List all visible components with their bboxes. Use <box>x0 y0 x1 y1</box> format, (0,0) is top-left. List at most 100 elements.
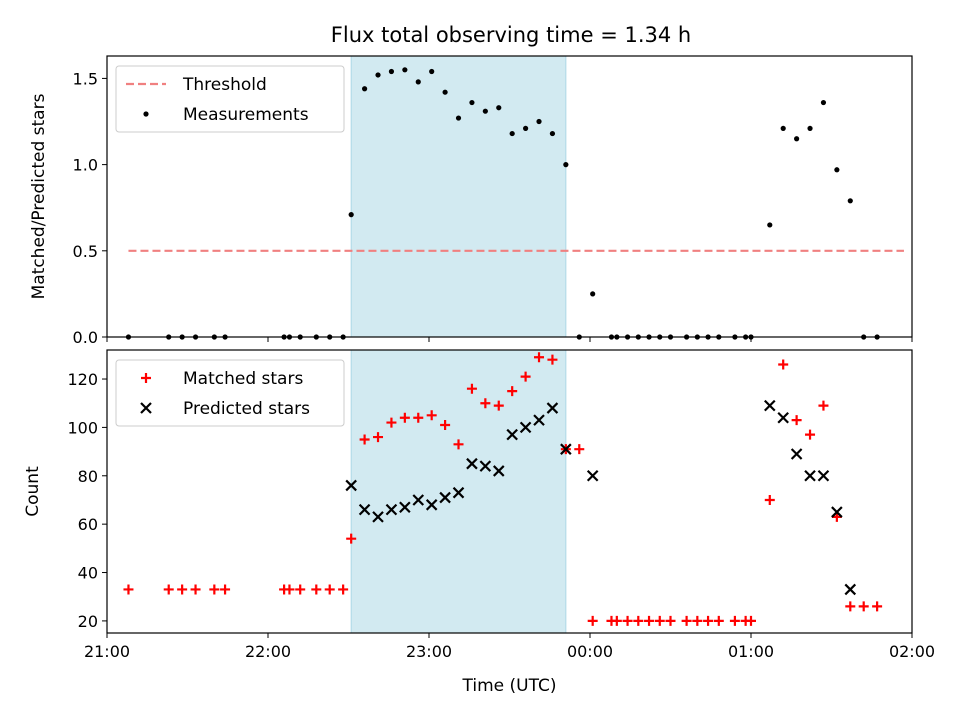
legend-box <box>115 65 345 133</box>
matched-star-point <box>284 584 295 595</box>
measurement-point <box>834 167 840 173</box>
measurement-point <box>807 125 813 132</box>
matched-star-point <box>764 494 775 505</box>
matched-star-point <box>574 444 585 455</box>
matched-star-point <box>123 584 134 595</box>
matched-star-point <box>413 412 424 423</box>
y-tick-label: 0.5 <box>73 242 98 261</box>
predicted-star-point <box>358 503 371 516</box>
predicted-star-point <box>372 511 384 523</box>
matched-star-point <box>466 383 477 394</box>
legend-entry-label: Measurements <box>183 105 309 125</box>
measurement-point <box>388 68 395 75</box>
measurement-point <box>362 86 368 92</box>
matched-star-point <box>311 584 322 595</box>
matched-star-point <box>177 584 188 595</box>
predicted-star-point <box>492 465 505 477</box>
matched-star-point <box>703 615 714 626</box>
matched-star-point <box>209 584 220 595</box>
matched-star-point <box>520 371 531 382</box>
matched-star-point <box>480 398 491 409</box>
matched-star-point <box>746 615 756 626</box>
x-tick-label: 23:00 <box>406 642 452 661</box>
y-tick-label: 0.0 <box>73 328 98 347</box>
measurement-point <box>794 136 800 142</box>
measurement-point <box>780 125 786 132</box>
matched-star-point <box>665 615 676 626</box>
matched-star-point <box>654 615 665 626</box>
matched-star-point <box>644 615 655 626</box>
y-tick-label: 80 <box>78 467 98 486</box>
y-tick-label: 120 <box>67 370 98 389</box>
measurement-point <box>348 212 354 218</box>
ratio-panel: 0.0 0.5 1.0 1.5 Matched/Predicted stars Thr… <box>29 55 913 347</box>
count-legend: Matched stars Predicted stars <box>115 359 345 427</box>
x-tick-label: 22:00 <box>245 642 291 661</box>
predicted-star-point <box>466 457 478 470</box>
measurement-point <box>767 222 773 228</box>
matched-star-point <box>163 584 174 595</box>
matched-star-point <box>453 439 464 450</box>
predicted-star-point <box>479 460 492 472</box>
legend-measurement-swatch <box>143 111 149 117</box>
y-tick-label: 60 <box>78 515 98 534</box>
predicted-star-point <box>506 428 518 441</box>
measurement-point <box>536 118 542 125</box>
matched-star-point <box>845 601 856 612</box>
y-tick-label: 1.5 <box>73 69 98 88</box>
measurement-point <box>847 198 853 204</box>
count-axis-ticks: 21:00 22:00 23:00 00:00 01:00 02:00 20 40 60 80 10… <box>67 370 935 661</box>
measurement-point <box>563 162 569 168</box>
predicted-star-point <box>412 494 425 506</box>
predicted-star-point <box>385 503 398 516</box>
y-tick-label: 1.0 <box>73 156 98 175</box>
matched-star-point <box>858 601 869 612</box>
predicted-star-point <box>425 499 438 511</box>
predicted-star-point <box>831 506 843 518</box>
measurement-point <box>455 115 462 121</box>
measurement-point <box>820 99 827 106</box>
matched-star-point <box>805 429 816 440</box>
matched-star-point <box>190 584 201 595</box>
measurement-point <box>375 72 381 78</box>
matched-star-point <box>440 419 451 430</box>
predicted-star-point <box>804 470 816 482</box>
matched-star-point <box>547 354 558 365</box>
ratio-y-axis-label: Matched/Predicted stars <box>29 93 49 299</box>
matched-star-point <box>386 417 397 428</box>
ratio-axis-ticks: 0.0 0.5 1.0 1.5 <box>73 69 913 347</box>
matched-star-point <box>692 615 703 626</box>
measurement-point <box>509 130 515 137</box>
measurement-point <box>590 291 596 297</box>
y-tick-label: 20 <box>78 612 98 631</box>
measurement-point <box>402 67 408 73</box>
time-x-axis-label: Time (UTC) <box>462 676 557 696</box>
measurement-point <box>523 125 529 132</box>
x-tick-label: 00:00 <box>567 642 613 661</box>
matched-star-point <box>872 601 883 612</box>
observing-window-shade <box>350 55 567 338</box>
matched-star-point <box>622 615 633 626</box>
observing-window-band <box>350 55 567 338</box>
figure-title: Flux total observing time = 1.34 h <box>331 23 691 47</box>
y-tick-label: 100 <box>67 418 98 437</box>
matched-star-point <box>295 584 306 595</box>
count-points <box>123 352 883 626</box>
predicted-star-point <box>817 470 830 482</box>
legend-predicted-swatch <box>140 402 152 414</box>
matched-star-point <box>426 410 437 421</box>
matched-star-point <box>587 615 598 626</box>
matched-star-point <box>359 434 370 445</box>
x-tick-label: 02:00 <box>889 642 935 661</box>
ratio-legend: Threshold Measurements <box>115 65 345 133</box>
predicted-star-point <box>844 583 857 596</box>
count-panel: 21:00 22:00 23:00 00:00 01:00 02:00 20 40 60 80 10… <box>23 349 935 696</box>
legend-box <box>115 359 345 427</box>
legend-entry-label: Threshold <box>182 75 267 95</box>
measurement-point <box>415 79 421 85</box>
matched-star-point <box>611 615 622 626</box>
legend-matched-swatch <box>141 373 151 383</box>
matched-star-point <box>338 584 349 595</box>
matched-star-point <box>791 415 802 426</box>
matched-star-point <box>534 352 545 363</box>
